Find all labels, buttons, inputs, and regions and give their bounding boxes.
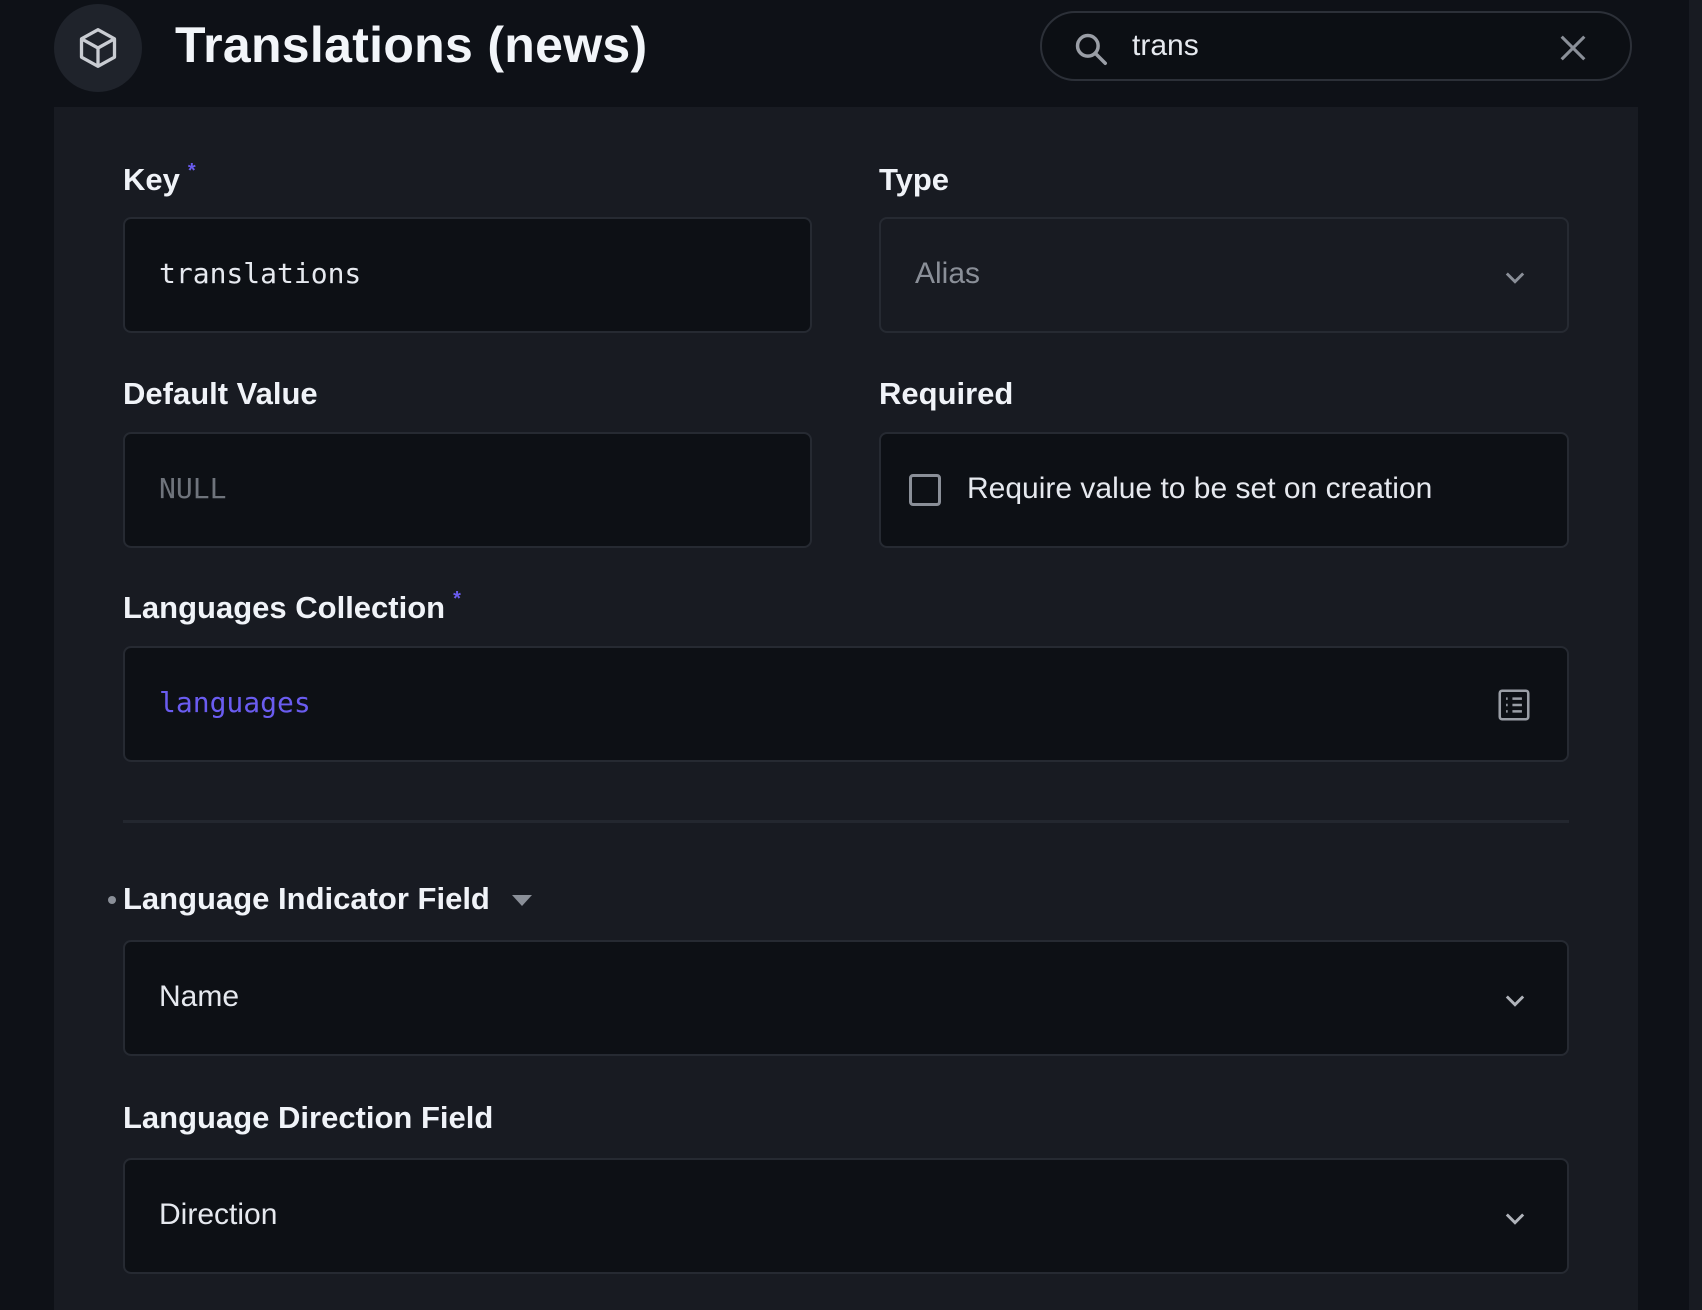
default-value-label: Default Value <box>123 376 318 411</box>
default-value-placeholder: NULL <box>159 472 227 505</box>
language-direction-label: Language Direction Field <box>123 1100 494 1135</box>
type-label: Type <box>879 162 950 197</box>
required-field: Require value to be set on creation <box>879 432 1569 548</box>
collection-avatar <box>54 4 142 92</box>
cube-icon <box>79 28 117 68</box>
close-icon[interactable] <box>1556 31 1590 65</box>
chevron-down-icon <box>1505 272 1525 284</box>
chevron-down-icon <box>1505 995 1525 1007</box>
required-star: * <box>187 160 196 182</box>
key-value: translations <box>159 257 362 290</box>
list-icon[interactable] <box>1495 686 1533 724</box>
key-label: Key * <box>123 160 196 197</box>
required-label: Required <box>879 376 1014 411</box>
search-input[interactable]: trans <box>1132 29 1199 62</box>
languages-collection-input[interactable]: languages <box>123 646 1569 762</box>
required-star: * <box>453 588 461 610</box>
caret-down-icon[interactable] <box>511 894 533 908</box>
search-icon <box>1075 33 1107 65</box>
language-indicator-value: Name <box>159 980 240 1013</box>
language-direction-value: Direction <box>159 1198 278 1231</box>
default-value-input[interactable]: NULL <box>123 432 812 548</box>
language-indicator-select[interactable]: Name <box>123 940 1569 1056</box>
divider <box>123 820 1569 823</box>
chevron-down-icon <box>1505 1213 1525 1225</box>
languages-collection-label: Languages Collection * <box>123 588 461 625</box>
language-direction-select[interactable]: Direction <box>123 1158 1569 1274</box>
language-indicator-label[interactable]: Language Indicator Field <box>123 881 533 917</box>
page-title: Translations (news) <box>175 17 648 73</box>
required-checkbox-label[interactable]: Require value to be set on creation <box>967 472 1433 505</box>
languages-collection-value: languages <box>159 686 311 719</box>
key-input[interactable]: translations <box>123 217 812 333</box>
required-checkbox[interactable] <box>909 474 941 506</box>
scrollbar-track[interactable] <box>1689 0 1702 1310</box>
type-select[interactable]: Alias <box>879 217 1569 333</box>
edited-indicator-dot <box>108 896 116 904</box>
type-value: Alias <box>915 257 981 290</box>
search-bar[interactable]: trans <box>1040 11 1632 81</box>
